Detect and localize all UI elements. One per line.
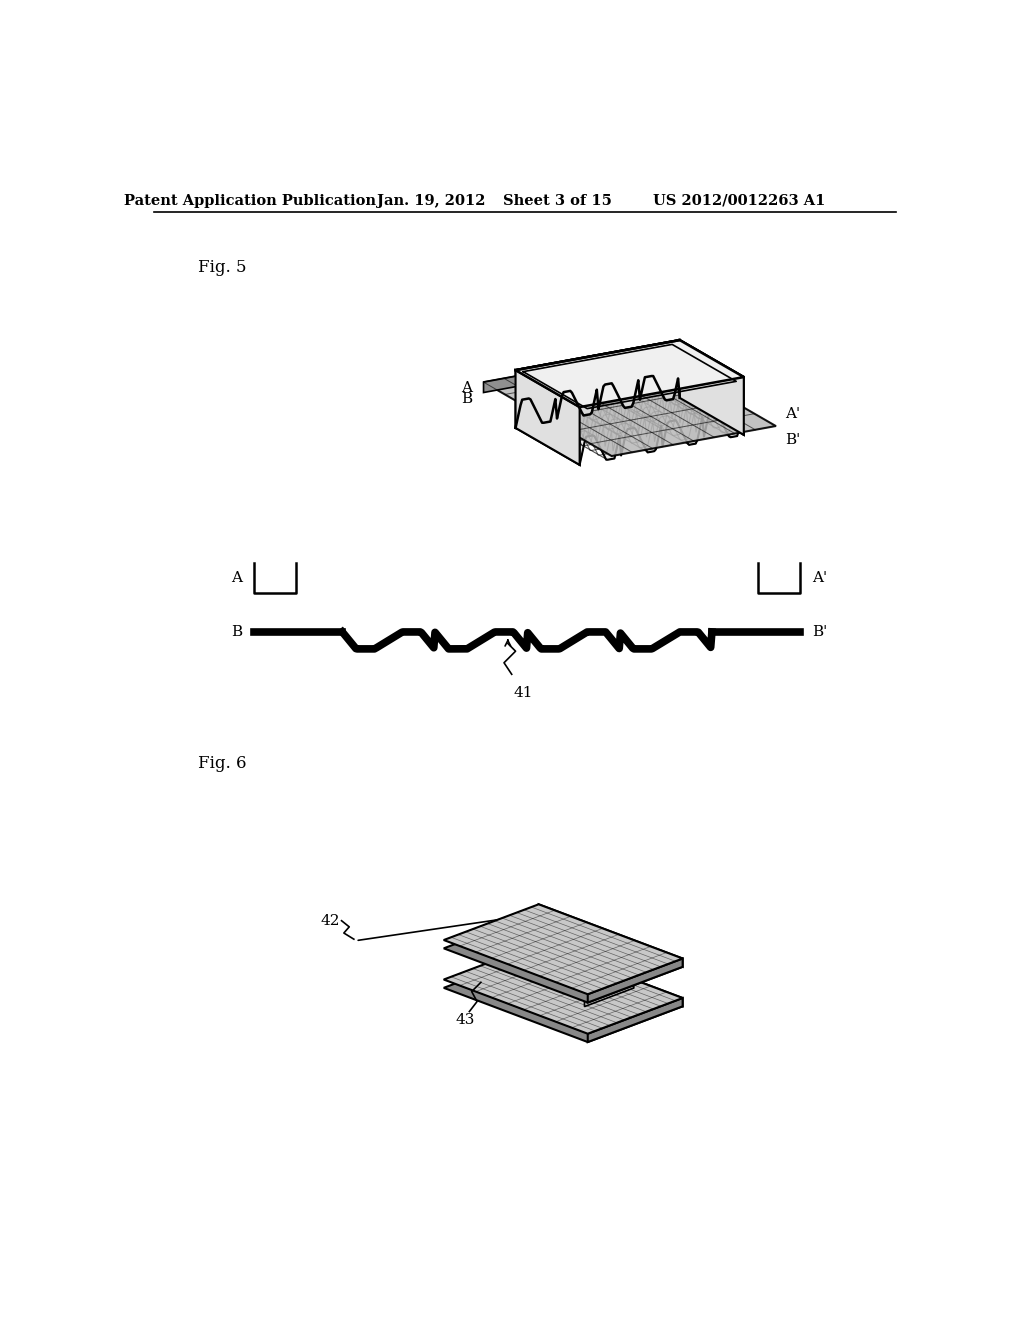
Text: A': A' [812, 572, 827, 585]
Text: B': B' [785, 433, 801, 447]
Text: 43: 43 [456, 1014, 475, 1027]
Polygon shape [680, 341, 743, 434]
Text: Patent Application Publication: Patent Application Publication [124, 194, 376, 207]
Polygon shape [515, 341, 743, 407]
Polygon shape [680, 341, 743, 434]
Text: Sheet 3 of 15: Sheet 3 of 15 [504, 194, 612, 207]
Polygon shape [515, 370, 580, 465]
Text: 42: 42 [321, 913, 340, 928]
Text: B: B [231, 624, 243, 639]
Text: B: B [461, 392, 472, 405]
Polygon shape [580, 378, 743, 465]
Polygon shape [515, 341, 680, 428]
Polygon shape [443, 912, 683, 1003]
Polygon shape [443, 944, 683, 1034]
Polygon shape [493, 946, 634, 999]
Polygon shape [588, 958, 683, 1003]
Text: Fig. 5: Fig. 5 [199, 259, 247, 276]
Text: A: A [461, 381, 472, 395]
Polygon shape [443, 952, 683, 1041]
Text: A': A' [785, 408, 800, 421]
Polygon shape [515, 341, 743, 407]
Polygon shape [515, 370, 580, 465]
Polygon shape [539, 944, 683, 1006]
Text: 41: 41 [513, 686, 534, 700]
Polygon shape [588, 998, 683, 1041]
Polygon shape [483, 352, 776, 455]
Text: A: A [231, 572, 243, 585]
Text: US 2012/0012263 A1: US 2012/0012263 A1 [652, 194, 825, 207]
Polygon shape [483, 352, 648, 392]
Polygon shape [542, 946, 634, 989]
Polygon shape [585, 981, 634, 1007]
Polygon shape [515, 341, 680, 428]
Text: Fig. 6: Fig. 6 [199, 755, 247, 772]
Text: Jan. 19, 2012: Jan. 19, 2012 [377, 194, 485, 207]
Text: B': B' [812, 624, 827, 639]
Polygon shape [539, 904, 683, 966]
Polygon shape [443, 904, 683, 994]
